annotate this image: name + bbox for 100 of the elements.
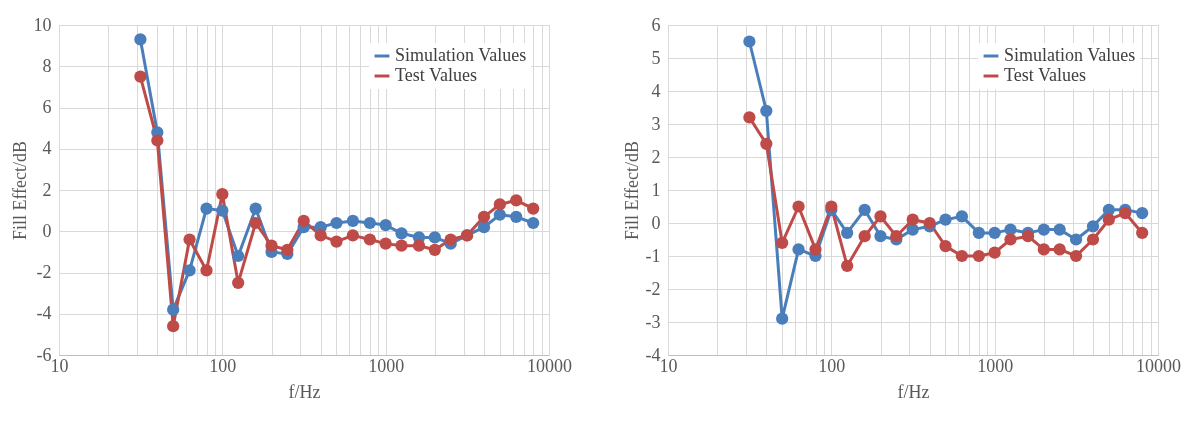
point bbox=[955, 210, 969, 223]
point bbox=[493, 198, 506, 211]
point bbox=[493, 208, 506, 221]
point bbox=[792, 243, 805, 256]
point bbox=[167, 320, 180, 333]
x-axis-title: f/Hz bbox=[897, 381, 930, 402]
point bbox=[1021, 230, 1035, 243]
point bbox=[841, 259, 854, 273]
point bbox=[249, 216, 262, 230]
point bbox=[760, 137, 773, 150]
point bbox=[988, 226, 1001, 240]
point bbox=[232, 276, 245, 289]
point bbox=[1069, 233, 1083, 246]
point bbox=[527, 216, 540, 230]
point bbox=[972, 226, 985, 240]
point bbox=[1102, 203, 1115, 216]
y-tick-label: 2 bbox=[42, 179, 52, 200]
y-tick-label: 6 bbox=[42, 97, 52, 117]
y-tick-label: -3 bbox=[645, 311, 661, 332]
x-axis-title: f/Hz bbox=[288, 381, 321, 402]
point bbox=[183, 233, 196, 246]
x-tick-label: 10000 bbox=[527, 355, 572, 376]
y-tick-label: -4 bbox=[36, 303, 52, 324]
legend-label: Test Values bbox=[1004, 65, 1086, 85]
point bbox=[510, 210, 523, 223]
point bbox=[988, 246, 1001, 259]
y-tick-label: 0 bbox=[42, 220, 52, 241]
point bbox=[395, 227, 408, 240]
point bbox=[939, 213, 952, 226]
y-tick-label: 10 bbox=[33, 14, 52, 35]
y-tick-label: -4 bbox=[645, 344, 661, 365]
point bbox=[776, 236, 789, 249]
point bbox=[151, 134, 164, 147]
point bbox=[743, 35, 756, 48]
point bbox=[1136, 206, 1149, 220]
point bbox=[167, 303, 180, 316]
y-tick-label: 2 bbox=[651, 146, 661, 167]
point bbox=[1053, 243, 1066, 256]
point bbox=[249, 202, 262, 215]
point bbox=[1053, 223, 1066, 236]
y-tick-label: 0 bbox=[651, 212, 661, 233]
point bbox=[776, 312, 789, 325]
y-tick-label: 8 bbox=[42, 55, 52, 76]
point bbox=[1037, 223, 1050, 236]
point bbox=[216, 204, 229, 217]
point bbox=[314, 229, 327, 242]
point bbox=[1102, 213, 1115, 226]
y-tick-label: 1 bbox=[651, 179, 661, 200]
point bbox=[216, 188, 229, 201]
point bbox=[412, 239, 426, 252]
point bbox=[330, 216, 343, 230]
point bbox=[297, 214, 310, 228]
point bbox=[906, 213, 919, 226]
point bbox=[363, 216, 376, 230]
point bbox=[1086, 220, 1100, 233]
point bbox=[1086, 233, 1100, 246]
point bbox=[379, 218, 392, 232]
x-tick-label: 1000 bbox=[977, 355, 1014, 376]
point bbox=[858, 230, 871, 243]
x-tick-label: 100 bbox=[818, 355, 846, 376]
point bbox=[923, 216, 936, 230]
point bbox=[510, 194, 523, 207]
point bbox=[265, 239, 278, 252]
point bbox=[232, 249, 245, 263]
point bbox=[1004, 233, 1017, 246]
point bbox=[955, 249, 969, 263]
point bbox=[281, 243, 294, 256]
y-axis-title: Fill Effect/dB bbox=[621, 140, 642, 241]
point bbox=[972, 249, 985, 263]
y-axis-title: Fill Effect/dB bbox=[9, 140, 30, 241]
y-tick-label: 3 bbox=[651, 113, 661, 134]
y-tick-label: -6 bbox=[36, 344, 52, 365]
point bbox=[1037, 243, 1050, 256]
y-tick-label: 5 bbox=[651, 47, 661, 68]
point bbox=[527, 202, 540, 215]
point bbox=[346, 229, 360, 242]
point bbox=[330, 235, 343, 248]
legend-label: Test Values bbox=[395, 65, 477, 85]
point bbox=[858, 203, 871, 216]
y-tick-label: 6 bbox=[651, 14, 661, 35]
y-tick-label: -1 bbox=[645, 245, 661, 266]
point bbox=[183, 264, 196, 277]
point bbox=[874, 230, 887, 243]
x-tick-label: 100 bbox=[209, 355, 237, 376]
point bbox=[1069, 249, 1083, 263]
point bbox=[477, 221, 491, 234]
point bbox=[200, 202, 213, 215]
point bbox=[1136, 226, 1149, 240]
point bbox=[743, 111, 756, 124]
point bbox=[1119, 206, 1132, 220]
point bbox=[792, 200, 805, 213]
point bbox=[379, 237, 392, 250]
y-tick-label: -2 bbox=[36, 262, 52, 282]
x-tick-label: 10000 bbox=[1136, 355, 1181, 376]
point bbox=[363, 233, 376, 246]
point bbox=[395, 239, 408, 252]
point bbox=[477, 210, 491, 223]
point bbox=[874, 210, 887, 223]
point bbox=[841, 226, 854, 240]
point bbox=[939, 239, 952, 253]
